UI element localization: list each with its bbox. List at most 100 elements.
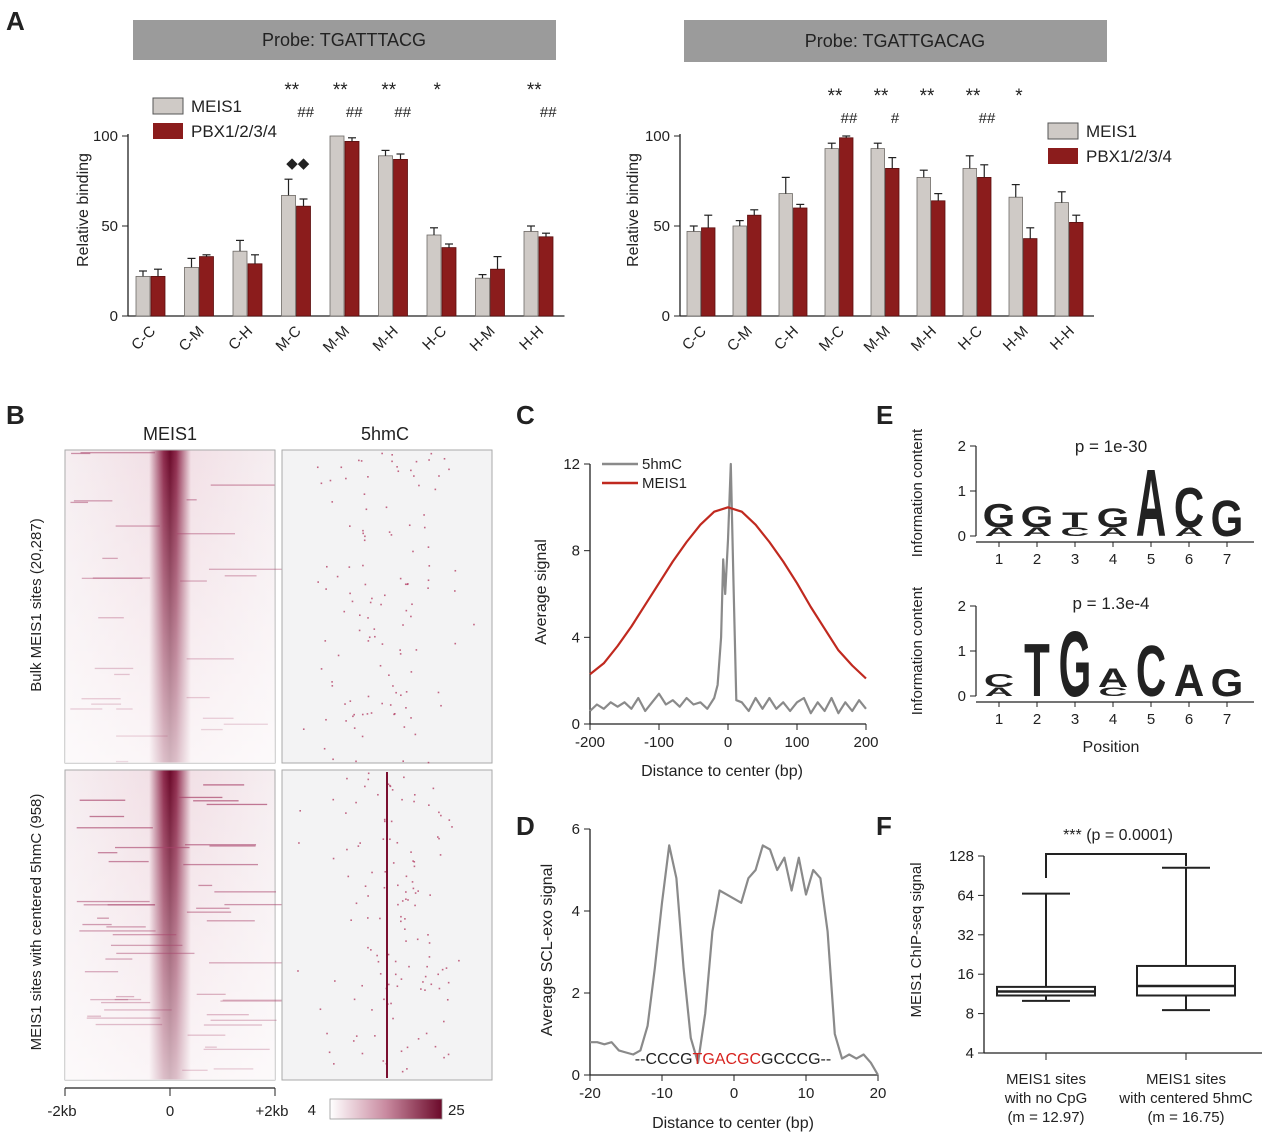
heatmap-meis1-bulk-fade <box>65 450 275 763</box>
heatmap-dot <box>379 973 382 975</box>
heatmap-dot <box>411 603 413 606</box>
heatmap-streak <box>80 452 155 454</box>
heatmap-streak <box>76 827 153 829</box>
logo-letter-G: G <box>1059 614 1092 717</box>
heatmap-dot <box>427 934 429 936</box>
axes-f: 4 8 16 32 64 128 <box>949 848 1262 1062</box>
heatmap-streak <box>86 1017 161 1019</box>
heatmap-dot <box>400 915 402 918</box>
y-tick-label: 6 <box>572 821 580 838</box>
heatmap-streak <box>196 907 230 909</box>
heatmap-streak <box>213 1068 254 1070</box>
heatmap-streak <box>223 723 268 725</box>
heatmap-dot <box>394 960 397 963</box>
heatmap-dot <box>377 793 379 796</box>
logo-letter-A: A <box>1175 525 1204 538</box>
heatmap-dot <box>424 975 427 978</box>
heatmap-dot <box>406 1068 408 1070</box>
heatmap-dot <box>343 610 346 613</box>
heatmap-dot <box>323 747 326 750</box>
heatmap-dot <box>405 898 407 900</box>
heatmap-dot <box>320 482 323 485</box>
heatmap-streak <box>203 1024 263 1026</box>
bar-pbx <box>1069 221 1084 317</box>
panel-letter-a: A <box>6 6 25 36</box>
heatmap-dot <box>415 649 418 651</box>
heatmap-dot <box>317 581 319 583</box>
heatmap-dot <box>405 891 407 893</box>
y-axis-label-c: Average signal <box>533 539 550 645</box>
group-label-line: (m = 12.97) <box>1007 1109 1084 1126</box>
legend-label-meis1-right: MEIS1 <box>1086 122 1137 141</box>
heatmap-dot <box>405 691 408 693</box>
y-axis-label-f: MEIS1 ChIP-seq signal <box>908 862 925 1017</box>
heatmap-dot <box>319 1008 322 1011</box>
heatmap-dot <box>414 892 417 894</box>
heatmap-dot <box>454 569 457 572</box>
bar-meis1 <box>1054 202 1069 317</box>
y-tick-label: 0 <box>572 1067 580 1084</box>
heatmap-dot <box>403 776 405 779</box>
logo-letter-C: C <box>1136 632 1166 711</box>
heatmap-streak <box>187 1034 226 1036</box>
heatmap-dot <box>399 577 402 580</box>
heatmap-streak <box>116 735 168 737</box>
category-label: H-C <box>419 323 450 354</box>
heatmap-dot <box>345 812 347 814</box>
heatmap-dot <box>413 800 415 803</box>
heatmap-streak <box>108 860 149 863</box>
y-tick-label: 4 <box>572 629 580 646</box>
heatmap-dot <box>401 1070 404 1073</box>
logo-letter-A: A <box>985 685 1014 698</box>
bar-pbx <box>701 227 716 317</box>
logo-x-tick-label: 7 <box>1223 551 1231 568</box>
heatmap-dot <box>349 592 351 595</box>
heatmap-dot <box>412 887 415 890</box>
heatmap-dot <box>414 733 417 736</box>
heatmap-dot <box>401 900 404 902</box>
heatmap-dot <box>379 917 381 920</box>
colorbar <box>329 1098 443 1120</box>
heatmap-dot <box>427 546 430 548</box>
heatmap-streak <box>203 1048 270 1051</box>
heatmap-dot <box>331 501 334 503</box>
lines-c <box>589 462 867 715</box>
heatmap-dot <box>351 600 354 603</box>
heatmap-dot <box>454 642 457 645</box>
significance-stars: ** <box>920 86 935 107</box>
heatmap-dot <box>448 819 451 821</box>
heatmap-dot <box>416 938 419 941</box>
logo-letter-A: A <box>1099 525 1128 538</box>
heatmap-dot <box>448 468 450 471</box>
logo-letter-G: G <box>1021 500 1054 534</box>
probe-title-right: Probe: TGATTGACAG <box>805 31 985 51</box>
bar-meis1 <box>824 148 839 317</box>
heatmap-dot <box>396 841 399 844</box>
heatmap-xtick-label-neg2kb: -2kb <box>47 1103 76 1120</box>
heatmap-dot <box>371 1009 373 1011</box>
heatmap-dot <box>451 826 453 828</box>
heatmap-streak <box>114 673 130 676</box>
heatmap-dot <box>337 654 340 657</box>
y-tick-label: 16 <box>957 966 974 983</box>
bar-meis1 <box>232 250 248 317</box>
heatmap-streak <box>92 577 151 579</box>
heatmap-streak <box>176 533 236 535</box>
heatmap-streak <box>70 708 103 710</box>
bar-meis1 <box>778 193 793 317</box>
logo-x-tick-label: 5 <box>1147 711 1155 728</box>
heatmap-dot <box>385 506 388 509</box>
heatmap-dot <box>413 860 416 863</box>
heatmap-panel-b: MEIS1 5hmC Bulk MEIS1 sites (20,287) MEI… <box>28 424 493 1120</box>
heatmap-dot <box>365 508 368 511</box>
x-tick-label: 10 <box>798 1085 815 1102</box>
heatmap-streak <box>112 934 177 936</box>
heatmap-dot <box>438 837 440 840</box>
heatmap-dot <box>406 1046 409 1049</box>
heatmap-dot <box>428 804 430 806</box>
heatmap-dot <box>417 890 419 892</box>
heatmap-dot <box>410 717 412 719</box>
heatmap-dot <box>458 959 460 962</box>
logo-x-tick-label: 5 <box>1147 551 1155 568</box>
